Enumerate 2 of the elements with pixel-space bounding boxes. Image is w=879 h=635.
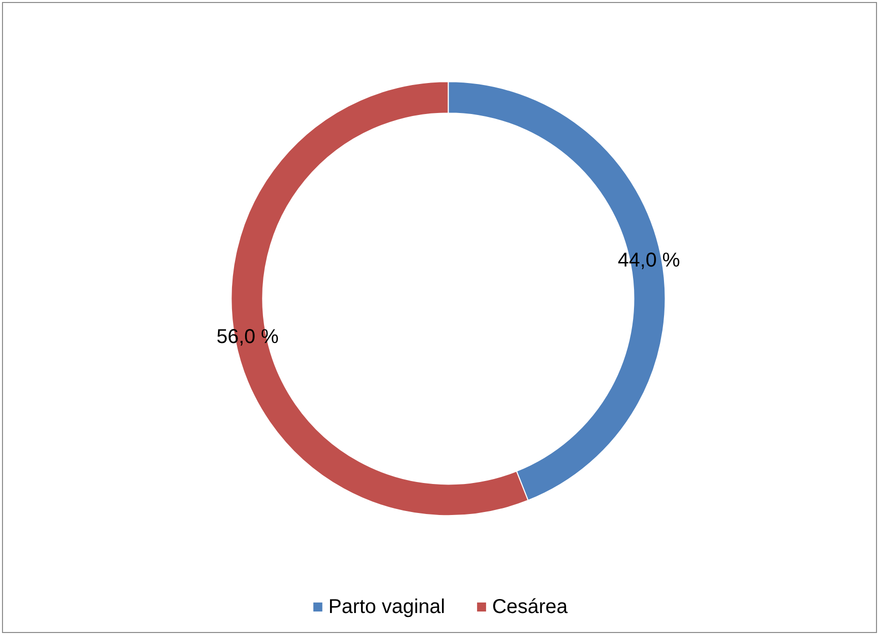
- legend-label: Cesárea: [492, 596, 569, 618]
- legend-label: Parto vaginal: [328, 596, 446, 618]
